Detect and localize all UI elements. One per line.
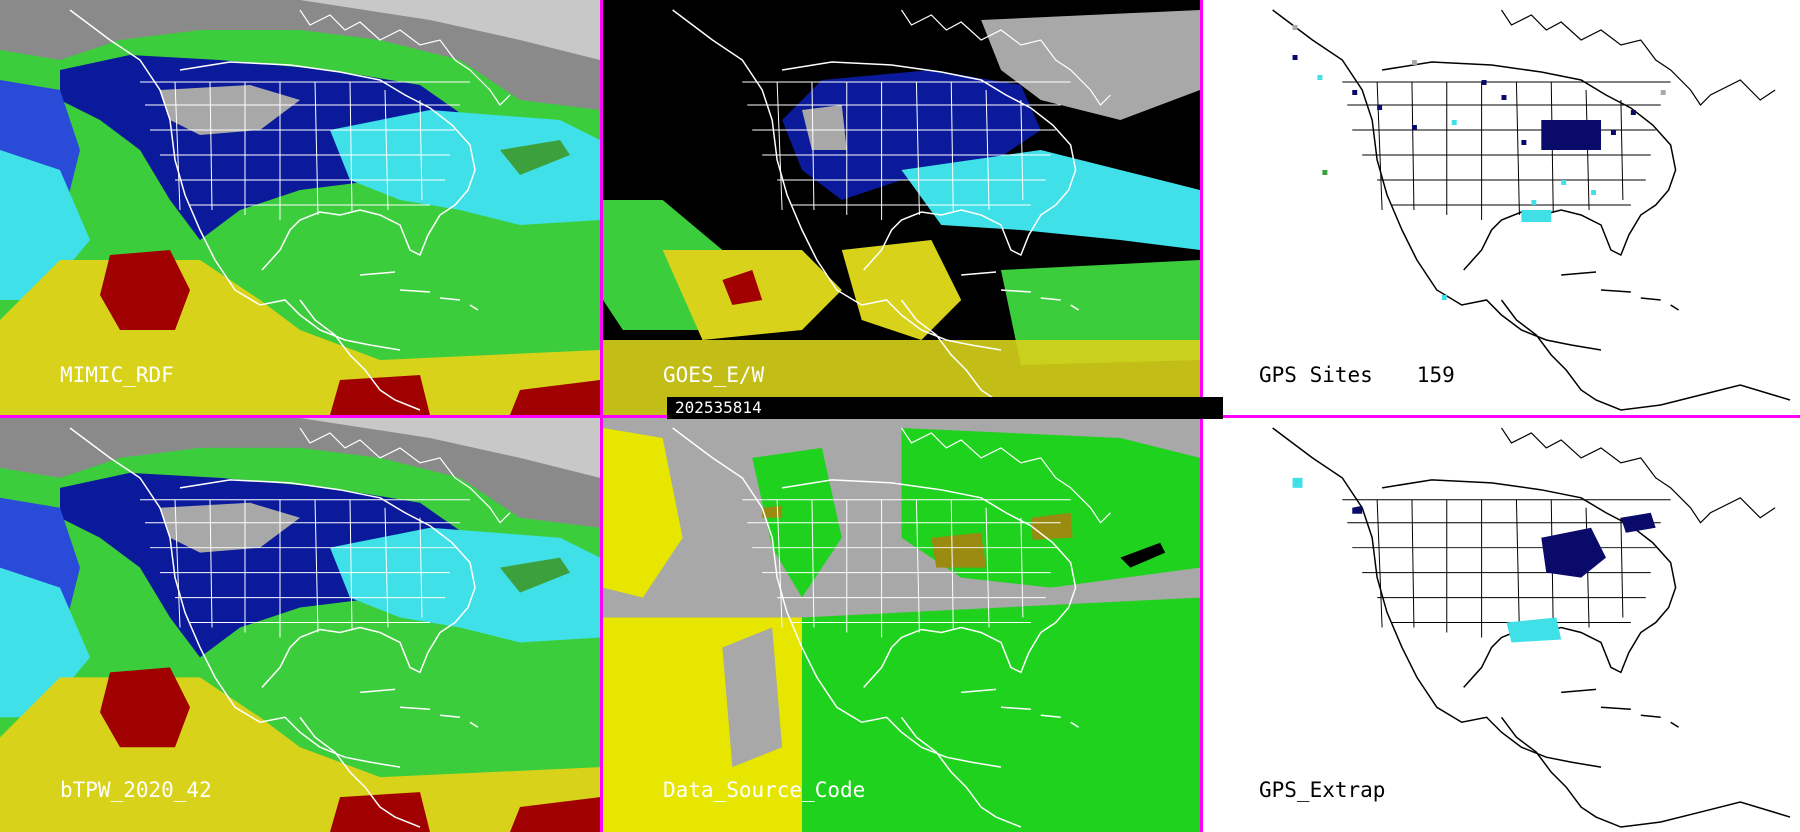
btpw-map	[0, 418, 600, 832]
gps-sites-label: GPS Sites	[1259, 363, 1373, 387]
timestamp-bar: 202535814	[667, 397, 1223, 419]
goes-ew-map	[603, 0, 1200, 415]
panel-label: GPS Sites 159	[1259, 363, 1455, 387]
panel-gps-extrap: GPS_Extrap	[1203, 418, 1800, 832]
panel-goes-ew: GOES_E/W	[603, 0, 1200, 415]
panel-gps-sites: GPS Sites 159	[1203, 0, 1800, 415]
panel-label: GPS_Extrap	[1259, 778, 1386, 802]
panel-label: bTPW_2020_42	[60, 778, 212, 802]
data-source-code-map	[603, 418, 1200, 832]
panel-label: MIMIC_RDF	[60, 363, 174, 387]
gps-site-markers	[1292, 25, 1666, 300]
panel-data-source-code: Data_Source_Code	[603, 418, 1200, 832]
separator-vertical-left	[600, 0, 603, 832]
panel-label: GOES_E/W	[663, 363, 765, 387]
gps-sites-count: 159	[1416, 363, 1455, 387]
gps-extrap-map	[1203, 418, 1800, 832]
panel-mimic-rdf: MIMIC_RDF	[0, 0, 600, 415]
mimic-rdf-map	[0, 0, 600, 415]
gps-extrap-fill	[1292, 477, 1656, 643]
gps-sites-map	[1203, 0, 1800, 415]
panel-btpw: bTPW_2020_42	[0, 418, 600, 832]
panel-label: Data_Source_Code	[663, 778, 866, 802]
